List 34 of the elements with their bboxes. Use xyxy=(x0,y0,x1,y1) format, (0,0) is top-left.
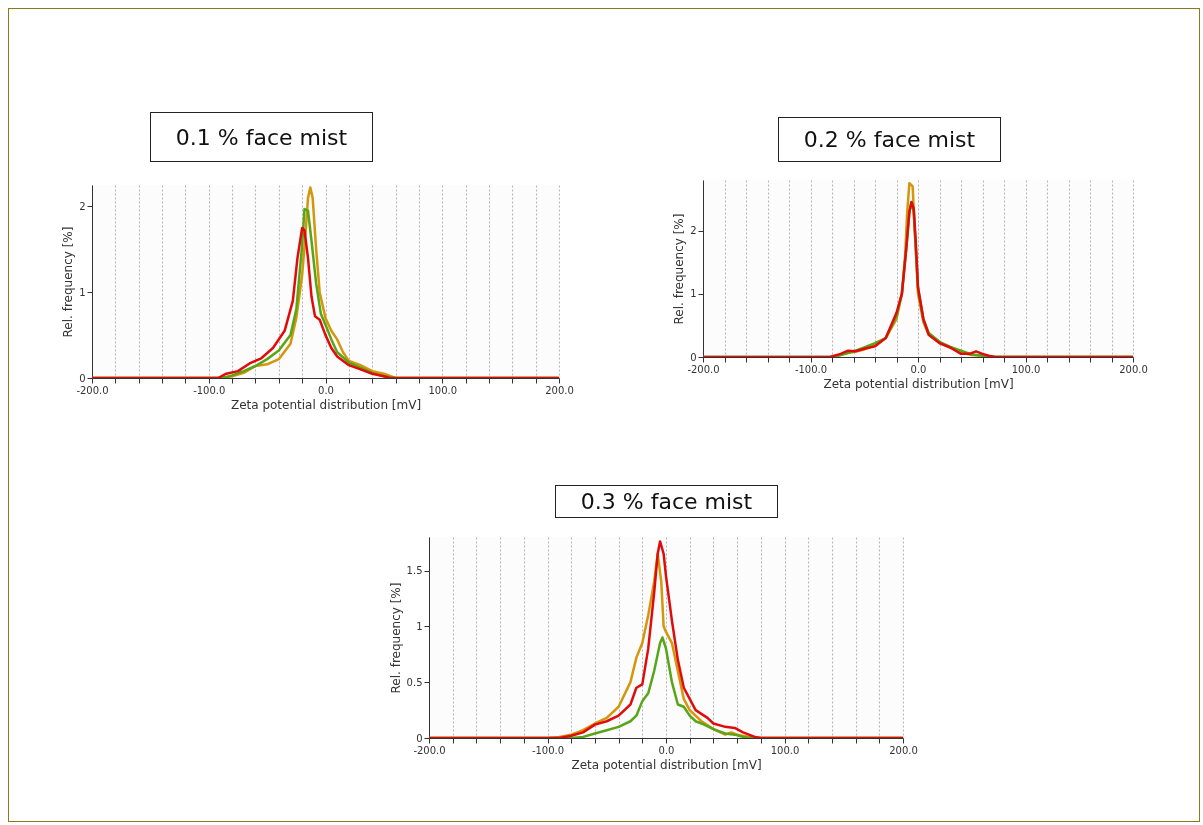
y-axis-title: Rel. frequency [%] xyxy=(61,226,76,338)
x-tick-label: 100.0 xyxy=(770,744,800,756)
chart-title: 0.2 % face mist xyxy=(778,117,1001,162)
x-tick-label: -200.0 xyxy=(687,363,720,375)
x-axis-title: Zeta potential distribution [mV] xyxy=(823,376,1014,391)
y-tick-label: 1.5 xyxy=(406,565,423,576)
y-tick-label: 0 xyxy=(416,732,423,744)
y-tick-label: 1 xyxy=(416,620,423,632)
y-tick-label: 0.5 xyxy=(406,676,423,688)
x-tick-label: 100.0 xyxy=(1011,363,1041,375)
y-tick-label: 2 xyxy=(79,200,86,212)
chart-title: 0.1 % face mist xyxy=(150,112,373,162)
y-tick-label: 2 xyxy=(690,225,697,237)
x-axis-title: Zeta potential distribution [mV] xyxy=(230,397,422,412)
x-tick-label: 0.0 xyxy=(318,384,334,396)
x-tick-label: 200.0 xyxy=(545,384,574,396)
x-tick-label: -200.0 xyxy=(76,384,109,396)
chart-title: 0.3 % face mist xyxy=(555,485,778,518)
x-tick-label: 200.0 xyxy=(1119,363,1148,375)
x-tick-label: 200.0 xyxy=(889,744,918,756)
x-tick-label: -100.0 xyxy=(531,744,565,756)
y-tick-label: 1 xyxy=(79,286,86,298)
x-tick-label: 0.0 xyxy=(910,363,927,375)
x-tick-label: 0.0 xyxy=(658,744,675,756)
x-axis-title: Zeta potential distribution [mV] xyxy=(571,757,762,772)
y-tick-label: 0 xyxy=(690,351,697,363)
y-axis-title: Rel. frequency [%] xyxy=(672,213,687,325)
y-axis-title: Rel. frequency [%] xyxy=(388,582,403,694)
y-tick-label: 1 xyxy=(690,288,697,300)
y-tick-label: 0 xyxy=(79,372,86,384)
x-tick-label: -100.0 xyxy=(794,363,828,375)
x-tick-label: -200.0 xyxy=(413,744,446,756)
x-tick-label: 100.0 xyxy=(428,384,458,396)
x-tick-label: -100.0 xyxy=(193,384,226,396)
